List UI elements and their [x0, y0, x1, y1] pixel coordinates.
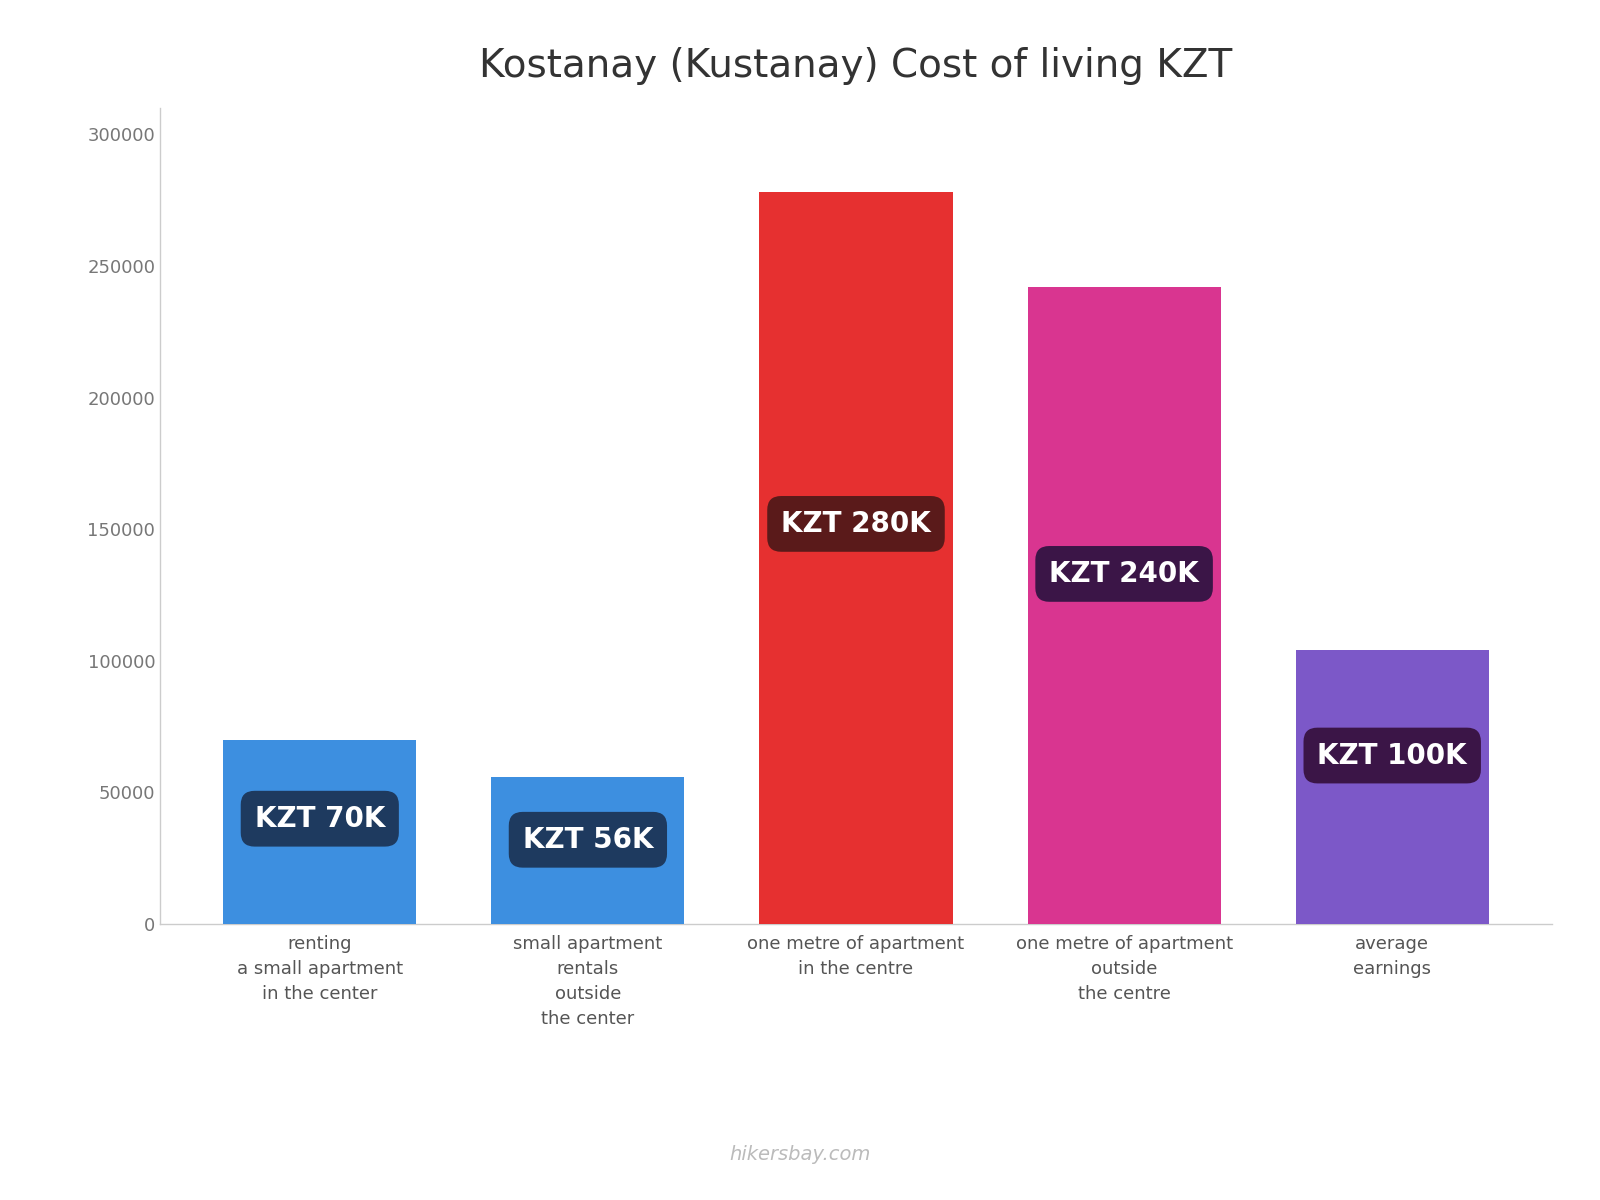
Text: KZT 240K: KZT 240K: [1050, 560, 1198, 588]
Bar: [491, 776, 685, 924]
Title: Kostanay (Kustanay) Cost of living KZT: Kostanay (Kustanay) Cost of living KZT: [480, 48, 1232, 85]
Bar: [1027, 287, 1221, 924]
Bar: [224, 739, 416, 924]
Bar: [1296, 650, 1488, 924]
Text: KZT 100K: KZT 100K: [1317, 742, 1467, 769]
Text: KZT 280K: KZT 280K: [781, 510, 931, 538]
Text: KZT 70K: KZT 70K: [254, 805, 386, 833]
Text: KZT 56K: KZT 56K: [523, 826, 653, 853]
Text: hikersbay.com: hikersbay.com: [730, 1145, 870, 1164]
Bar: [760, 192, 952, 924]
